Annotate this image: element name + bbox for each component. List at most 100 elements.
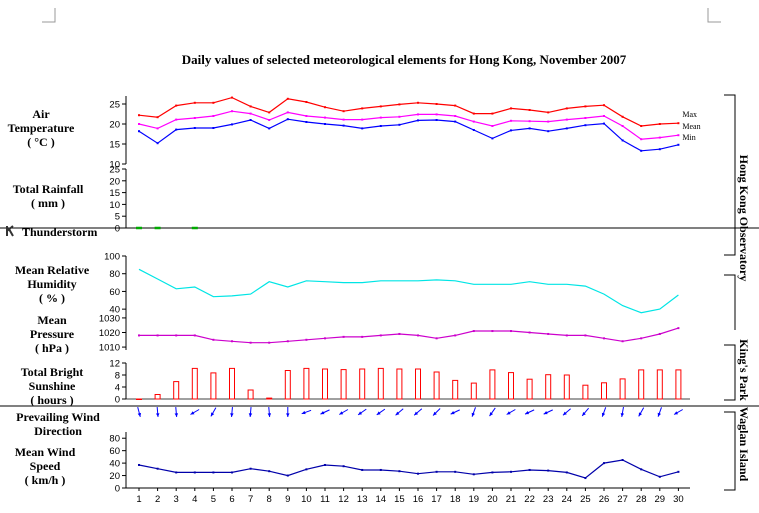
series-max-line-point [193,101,196,104]
series-max-line-point [510,107,512,110]
wind-speed-line-point [249,467,252,470]
series-max-line-point [677,122,680,125]
series-max-line-point [621,115,624,118]
wind-speed-line-point [677,470,680,473]
sunshine-bar [247,389,254,400]
day-tick-label: 11 [320,494,330,505]
series-max-line-point [231,96,233,99]
pressure-tick-label: 1020 [99,328,120,339]
series-mean-line-point [417,113,419,116]
series-min-line-point [231,123,233,126]
series-min-line-point [249,119,252,121]
wind-direction-arrowhead [248,413,253,417]
wind-speed-line-point [491,471,494,474]
pressure-line-point [249,341,252,344]
series-mean-line-point [398,115,401,118]
pressure-line-point [584,334,587,337]
sunshine-bar [656,369,663,400]
sunshine-bar [377,367,384,400]
wind-speed-tick-label: 60 [109,446,120,457]
pressure-line-point [528,331,531,334]
wind-direction-arrowhead [286,413,290,417]
wind-speed-line-point [342,465,345,468]
wind-speed-line-point [231,471,233,474]
day-tick-label: 2 [155,494,160,505]
day-tick-label: 12 [338,494,349,505]
series-min-line-point [454,120,457,123]
wind-direction-arrowhead [543,411,548,415]
wind-direction-arrowhead [339,411,344,415]
series-min-line-point [342,124,345,127]
series-max-line [138,96,679,127]
pressure-label: Mean [37,313,67,327]
wind-speed-line-point [286,474,289,477]
pressure-label: Pressure [30,327,75,341]
temperature-label: Temperature [8,121,75,135]
series-min-line-point [138,130,140,133]
sunshine-bar [173,381,180,400]
sunshine-bar [396,368,403,400]
day-tick-label: 28 [636,494,647,505]
station-label-observatory: Hong Kong Observatory [737,155,751,282]
wind-speed-line-point [361,468,364,471]
sunshine-bar [229,367,235,400]
sunshine-bar [266,397,273,400]
day-tick-label: 9 [285,494,290,505]
series-min-line-point [640,149,643,152]
wind-speed-line-point [379,468,382,471]
station-brackets [724,94,736,491]
sunshine-bar [563,374,570,400]
wind-direction-arrowhead [395,411,400,416]
series-min-line-point [286,118,289,121]
humidity-line [138,268,679,314]
series-min-line-point [193,127,196,129]
humidity-tick-label: 60 [109,287,120,298]
series-min-line-point [324,123,326,125]
wind-direction-arrowhead [358,411,363,415]
station-label-waglan: Waglan Island [737,407,751,482]
series-min-line-point [361,127,364,130]
sunshine-tick-label: 4 [115,383,120,394]
series-mean-line-point [193,117,196,119]
sunshine-bar [154,394,161,400]
series-min-line-point [417,119,419,122]
sunshine-tick-label: 8 [115,371,120,382]
wind-speed-tick-label: 40 [109,459,120,470]
rainfall-tick-label: 5 [115,212,120,223]
series-min-line-point [677,143,680,146]
sunshine-label: Sunshine [29,379,76,393]
wind-speed-line [138,459,679,479]
humidity-label: Mean Relative [15,263,90,277]
wind-direction-arrowhead [320,411,325,415]
station-label-kings-park: King's Park [737,339,751,401]
series-max-line-point [249,105,252,108]
sunshine-bar [470,382,477,400]
rainfall-tick-label: 15 [109,188,120,199]
series-mean-line-point [454,115,457,117]
series-max-line-point [268,111,271,114]
pressure-tick-label: 1030 [99,313,120,324]
pressure-line-point [193,334,196,337]
series-min-line-point [212,127,215,129]
sunshine-tick-label: 12 [109,359,120,370]
series-mean-line-point [677,134,680,137]
series-mean-line-point [510,119,512,122]
series-max-line-point [565,107,568,110]
series-min-line-point [510,129,512,132]
wind-speed-line-point [156,467,159,470]
day-tick-label: 15 [394,494,405,505]
pressure-line-point [417,334,419,337]
pressure-label: ( hPa ) [35,341,69,355]
wind-speed-tick-label: 20 [109,471,120,482]
wind-speed-line-point [175,471,178,474]
day-tick-label: 22 [524,494,535,505]
wind-speed-line-point [510,470,512,473]
wind-direction-arrowhead [506,411,511,415]
temperature-tick-label: 25 [109,100,120,111]
wind-direction-arrowhead [190,411,195,415]
series-min-line-point [528,127,531,130]
wind-speed-tick-label: 0 [115,484,120,495]
series-mean-line-point [565,118,568,121]
sunshine-bar [545,374,552,400]
